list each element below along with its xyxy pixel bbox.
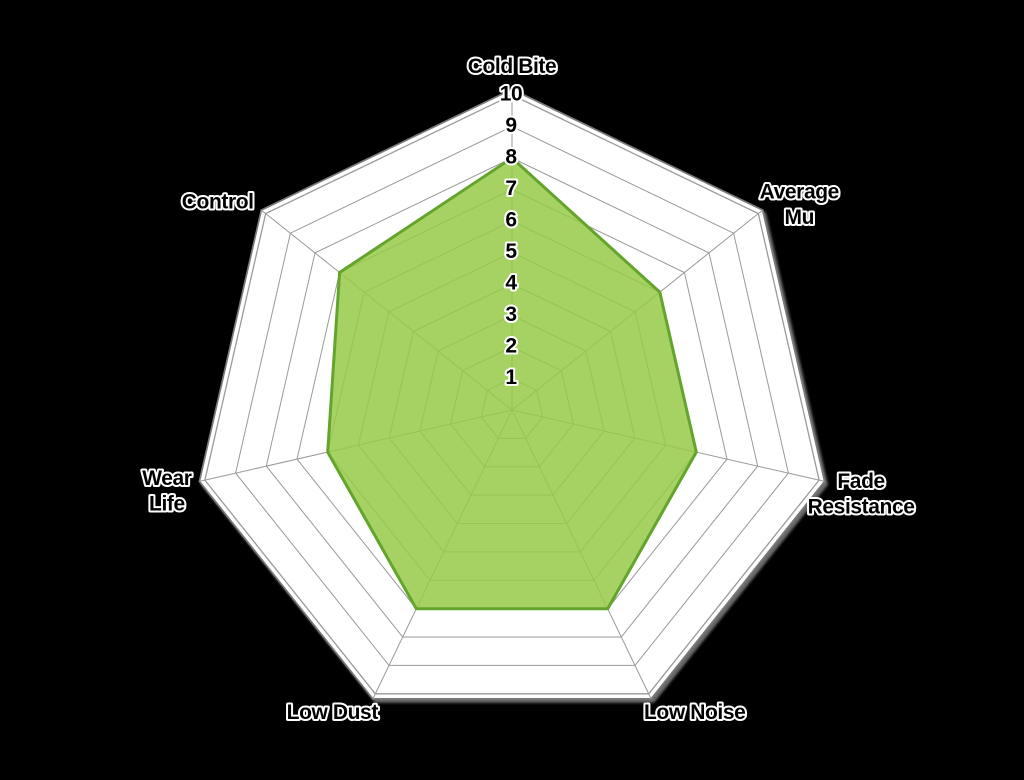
axis-label-average-mu-line2: Mu (785, 206, 815, 229)
series-layer (326, 156, 698, 611)
series-polygon (326, 156, 698, 611)
tick-label-1: 1 (505, 366, 517, 389)
grid-ring-9 (235, 125, 789, 666)
axis-label-wear-life-line2: Life (149, 493, 185, 516)
tick-label-9: 9 (505, 114, 516, 137)
tick-label-5: 5 (505, 240, 517, 263)
axis-label-fade-resistance-line2: Resistance (808, 496, 915, 519)
tick-label-4: 4 (505, 272, 517, 295)
tick-label-8: 8 (505, 146, 517, 169)
axis-label-low-dust: Low Dust (287, 701, 379, 724)
grid-ring-8 (265, 157, 759, 638)
axis-label-average-mu-line1: Average (760, 181, 839, 204)
tick-labels-group: 1 2 3 4 5 6 7 8 9 10 (498, 81, 525, 392)
grid-ring-10 (204, 94, 820, 695)
axis-label-fade-resistance-line1: Fade (837, 470, 884, 493)
axis-label-control: Control (182, 191, 254, 214)
axis-label-wear-life-line1: Wear (142, 467, 192, 490)
tick-label-2: 2 (505, 335, 516, 358)
tick-label-7: 7 (505, 177, 516, 200)
axis-label-low-noise: Low Noise (644, 701, 745, 724)
tick-label-6: 6 (505, 209, 516, 232)
tick-label-10: 10 (500, 83, 523, 106)
axis-label-cold-bite: Cold Bite (468, 55, 557, 78)
tick-label-3: 3 (505, 303, 516, 326)
